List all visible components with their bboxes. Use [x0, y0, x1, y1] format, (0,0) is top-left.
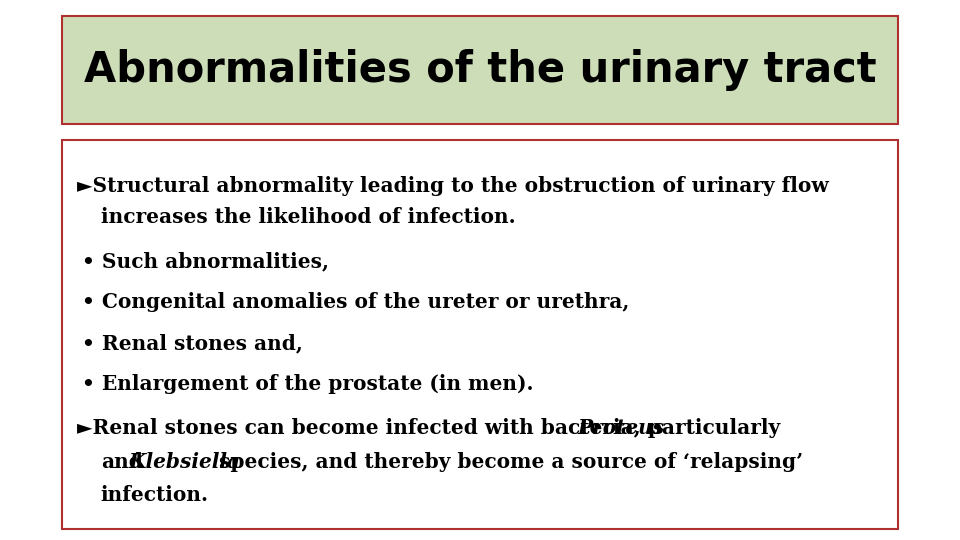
Text: Klebsiella: Klebsiella	[129, 451, 241, 471]
Text: and: and	[101, 451, 143, 471]
Text: • Renal stones and,: • Renal stones and,	[82, 333, 302, 353]
Text: ►Structural abnormality leading to the obstruction of urinary flow: ►Structural abnormality leading to the o…	[77, 176, 828, 195]
Text: increases the likelihood of infection.: increases the likelihood of infection.	[101, 207, 516, 227]
Text: species, and thereby become a source of ‘relapsing’: species, and thereby become a source of …	[211, 451, 803, 471]
FancyBboxPatch shape	[62, 140, 898, 529]
Text: Proteus: Proteus	[577, 418, 664, 438]
Text: • Such abnormalities,: • Such abnormalities,	[82, 251, 328, 271]
Text: Abnormalities of the urinary tract: Abnormalities of the urinary tract	[84, 49, 876, 91]
Text: • Enlargement of the prostate (in men).: • Enlargement of the prostate (in men).	[82, 374, 533, 394]
Text: infection.: infection.	[101, 484, 209, 504]
Text: • Congenital anomalies of the ureter or urethra,: • Congenital anomalies of the ureter or …	[82, 292, 629, 312]
Text: ►Renal stones can become infected with bacteria, particularly: ►Renal stones can become infected with b…	[77, 418, 787, 438]
FancyBboxPatch shape	[62, 16, 898, 124]
